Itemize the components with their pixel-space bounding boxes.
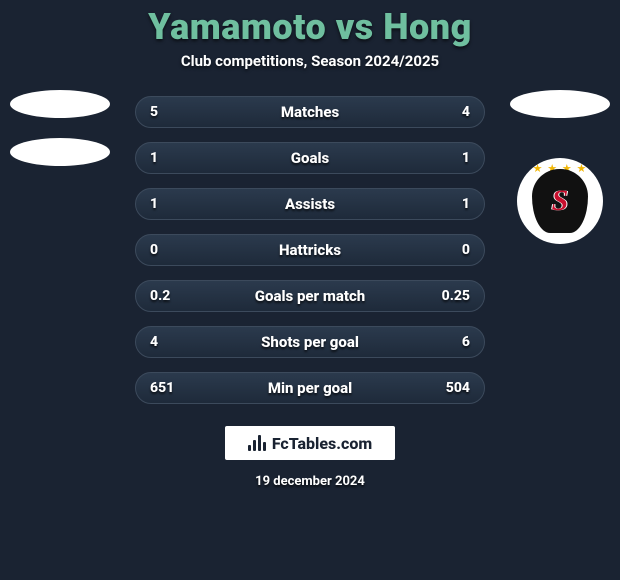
- stat-row: 0 Hattricks 0: [135, 234, 485, 266]
- stat-right-value: 1: [430, 150, 470, 166]
- stat-right-value: 4: [430, 104, 470, 120]
- stat-left-value: 0: [150, 242, 190, 258]
- club-crest: ★ ★ ★ ★: [517, 158, 603, 244]
- club-shield-icon: [532, 169, 588, 233]
- right-player-badges: ★ ★ ★ ★: [510, 90, 610, 244]
- stat-label: Hattricks: [279, 241, 341, 259]
- bar-chart-icon: [248, 435, 268, 451]
- stat-label: Goals per match: [255, 287, 365, 305]
- brand-badge: FcTables.com: [225, 426, 395, 460]
- stat-left-value: 651: [150, 380, 190, 396]
- placeholder-ellipse-icon: [10, 138, 110, 166]
- left-player-badges: [10, 90, 110, 166]
- stat-label: Goals: [291, 149, 329, 167]
- stat-row: 1 Assists 1: [135, 188, 485, 220]
- stat-right-value: 0.25: [430, 288, 470, 304]
- season-subtitle: Club competitions, Season 2024/2025: [181, 52, 439, 70]
- stat-right-value: 6: [430, 334, 470, 350]
- stat-row: 1 Goals 1: [135, 142, 485, 174]
- comparison-card: Yamamoto vs Hong Club competitions, Seas…: [0, 0, 620, 580]
- stat-right-value: 0: [430, 242, 470, 258]
- stat-row: 0.2 Goals per match 0.25: [135, 280, 485, 312]
- versus-title: Yamamoto vs Hong: [148, 6, 472, 48]
- brand-text: FcTables.com: [272, 434, 372, 453]
- stat-label: Matches: [281, 103, 339, 121]
- stat-left-value: 5: [150, 104, 190, 120]
- generated-date: 19 december 2024: [255, 474, 365, 489]
- stat-row: 5 Matches 4: [135, 96, 485, 128]
- stat-left-value: 1: [150, 196, 190, 212]
- stat-label: Min per goal: [268, 379, 352, 397]
- stat-left-value: 1: [150, 150, 190, 166]
- placeholder-ellipse-icon: [510, 90, 610, 118]
- stats-area: ★ ★ ★ ★ 5 Matches 4 1 Goals 1 1 Assists …: [0, 96, 620, 404]
- stat-left-value: 4: [150, 334, 190, 350]
- stat-row: 651 Min per goal 504: [135, 372, 485, 404]
- stat-right-value: 504: [430, 380, 470, 396]
- stat-left-value: 0.2: [150, 288, 190, 304]
- stat-row: 4 Shots per goal 6: [135, 326, 485, 358]
- stat-right-value: 1: [430, 196, 470, 212]
- stat-label: Shots per goal: [261, 333, 359, 351]
- stat-label: Assists: [285, 195, 335, 213]
- placeholder-ellipse-icon: [10, 90, 110, 118]
